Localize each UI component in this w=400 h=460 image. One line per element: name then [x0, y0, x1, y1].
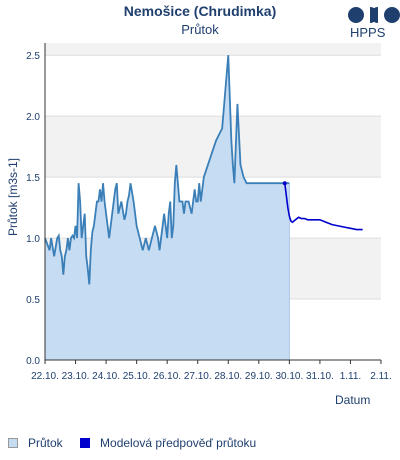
y-tick-label: 2.5 [26, 51, 40, 62]
legend-label-flow: Průtok [28, 436, 63, 450]
x-tick-label: 23.10. [62, 371, 90, 382]
logo-text: HPPS [350, 25, 386, 40]
x-tick-label: 2.11. [370, 371, 392, 382]
y-tick-labels: 0.0 0.5 1.0 1.5 2.0 2.5 [26, 51, 40, 367]
x-tick-label: 24.10. [92, 371, 120, 382]
x-tick-labels: 22.10. 23.10. 24.10. 25.10. 26.10. 27.10. 28.1… [31, 371, 392, 382]
series-line-flow [44, 55, 290, 285]
y-tick-label: 1.5 [26, 173, 40, 184]
legend: Průtok Modelová předpověď průtoku [8, 436, 270, 451]
x-axis-label: Datum [335, 393, 371, 407]
series-line-forecast [283, 183, 363, 231]
legend-swatch-forecast [80, 438, 91, 448]
y-tick-label: 0.5 [26, 295, 40, 306]
y-axis-label: Průtok [m3s-1] [6, 157, 20, 237]
legend-swatch-flow [8, 438, 18, 448]
legend-label-forecast: Modelová předpověď průtoku [100, 436, 257, 450]
page-subtitle: Průtok [181, 22, 219, 37]
x-tick-label: 31.10. [306, 371, 334, 382]
series-layer [44, 55, 363, 361]
hpps-logo-icon [348, 7, 400, 23]
x-tick-label: 27.10. [184, 371, 212, 382]
x-tick-label: 26.10. [153, 371, 181, 382]
x-tick-label: 29.10. [245, 371, 273, 382]
x-tick-label: 28.10. [214, 371, 242, 382]
y-tick-label: 0.0 [26, 356, 40, 367]
page-title: Nemošice (Chrudimka) [123, 3, 277, 19]
axes [44, 43, 382, 364]
legend-item-forecast[interactable]: Modelová předpověď průtoku [80, 436, 256, 450]
series-point-forecast-start [282, 181, 287, 186]
x-tick-label: 25.10. [123, 371, 151, 382]
legend-item-flow[interactable]: Průtok [8, 436, 63, 450]
plot-band [45, 43, 381, 56]
x-tick-label: 22.10. [31, 371, 59, 382]
y-tick-label: 1.0 [26, 234, 40, 245]
y-tick-label: 2.0 [26, 112, 40, 123]
x-tick-label: 30.10. [275, 371, 303, 382]
x-tick-label: 1.11. [340, 371, 362, 382]
